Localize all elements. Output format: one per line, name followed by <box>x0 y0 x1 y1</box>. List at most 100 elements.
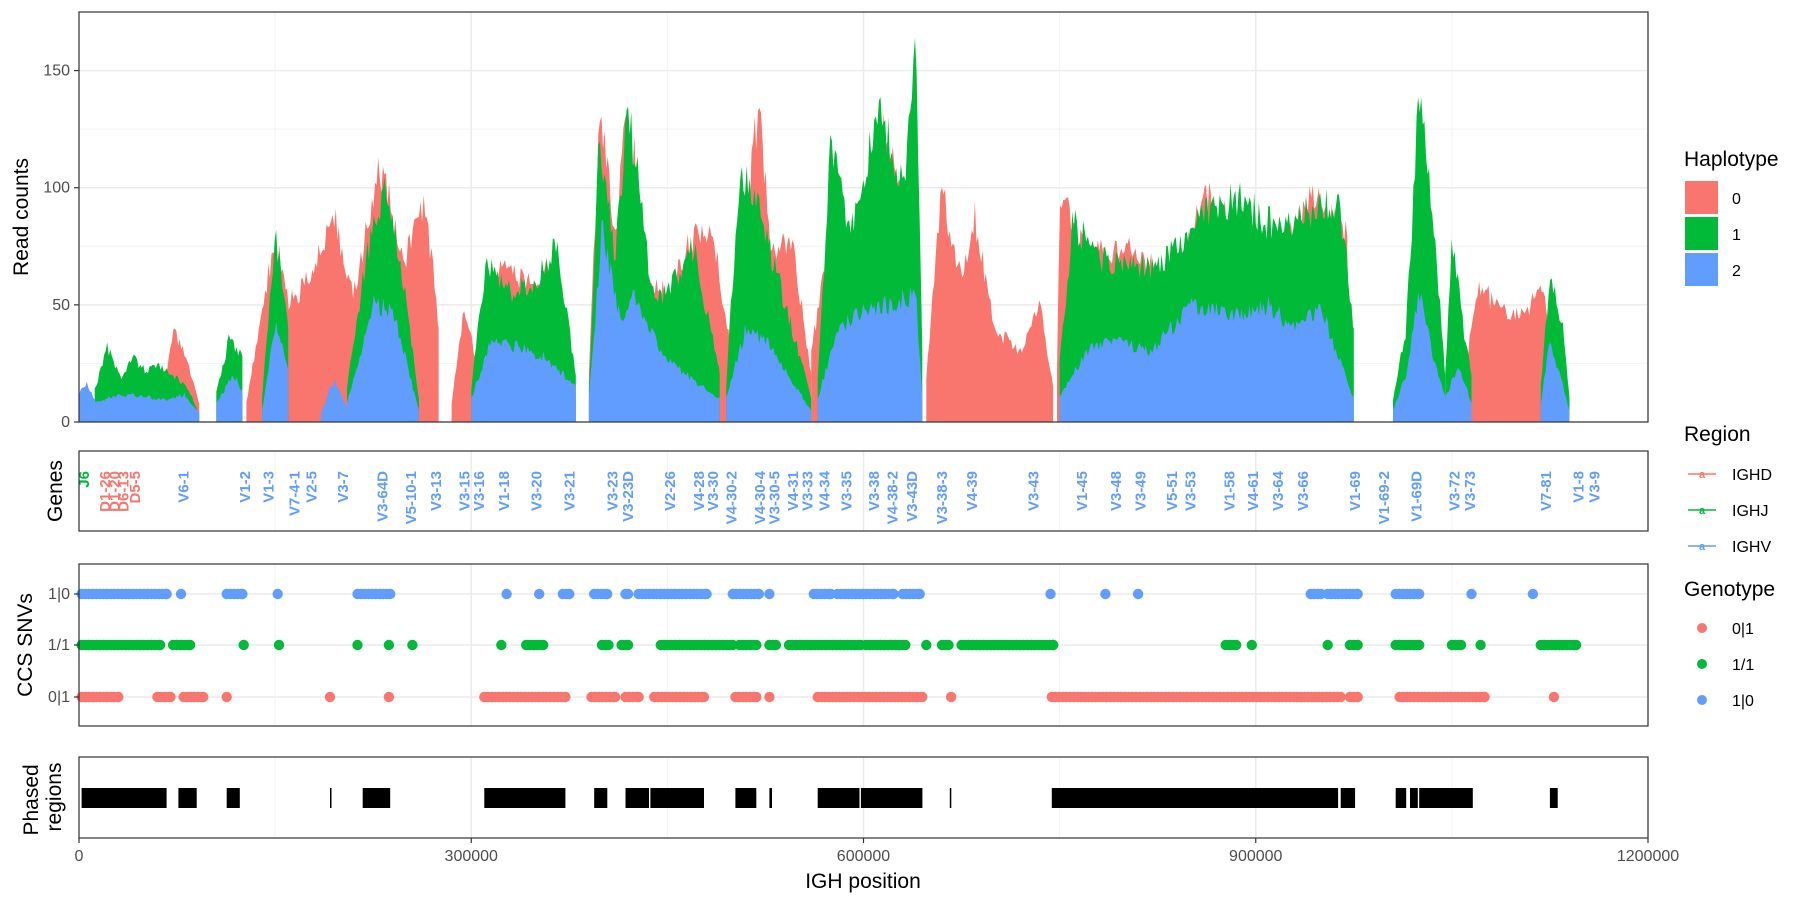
snv-point <box>538 639 549 651</box>
gene-label: V1-69-2 <box>1376 471 1393 524</box>
gene-label: V3-66 <box>1295 471 1312 511</box>
gene-label: V3-16 <box>471 471 488 511</box>
y-tick-label: 100 <box>43 180 70 197</box>
snv-point <box>770 639 782 651</box>
haplotype-2-area <box>588 220 720 422</box>
y-tick-label: 150 <box>43 63 70 80</box>
snv-point <box>383 691 395 703</box>
haplotype-legend-title: Haplotype <box>1684 148 1779 171</box>
gene-label: V4-31 <box>785 471 802 511</box>
haplotype-2-swatch <box>1685 253 1718 286</box>
snv-point <box>701 588 712 600</box>
snv-point <box>560 691 571 703</box>
haplotype-2-area <box>817 286 923 422</box>
gene-label: V1-58 <box>1222 471 1239 511</box>
snv-point <box>1570 639 1582 651</box>
snv-point <box>945 691 957 703</box>
gene-label: V3-48 <box>1108 471 1125 511</box>
snv-point <box>1475 639 1486 651</box>
gene-label: V3-35 <box>839 471 856 511</box>
gene-label: V7-4-1 <box>287 471 304 516</box>
snv-point <box>751 691 762 703</box>
gene-label: V3-9 <box>1586 471 1603 503</box>
x-tick-label: 0 <box>75 848 84 865</box>
haplotype-2-area <box>1540 341 1570 422</box>
snv-points <box>76 588 1582 703</box>
snv-point <box>1100 588 1111 600</box>
snv-point <box>1479 691 1490 703</box>
gene-label: D5-5 <box>127 471 144 504</box>
snv-point <box>1047 639 1059 651</box>
snv-point <box>496 639 507 651</box>
y-tick-label: 1/1 <box>48 637 70 654</box>
snv-point <box>534 588 545 600</box>
snv-point <box>154 639 166 651</box>
gene-label: V3-23D <box>620 471 637 522</box>
haplotype-0-swatch <box>1685 181 1718 214</box>
phased-region <box>625 788 649 808</box>
snv-point <box>1352 588 1363 600</box>
gene-label: V3-23 <box>605 471 622 511</box>
x-tick-label: 600000 <box>837 848 890 865</box>
gene-label: V4-30-4 <box>752 470 769 524</box>
gene-label: V3-43D <box>904 471 921 522</box>
gene-label: V7-81 <box>1538 471 1555 511</box>
haplotype-2-area <box>347 294 419 422</box>
gene-label: V1-2 <box>237 471 254 503</box>
phased-region <box>1395 788 1407 808</box>
snv-point <box>1045 588 1056 600</box>
genotype-01-key <box>1697 623 1707 633</box>
snv-point <box>602 588 613 600</box>
haplotype-2-area <box>164 392 200 422</box>
gene-label: V1-3 <box>261 471 278 503</box>
region-ighd-key: a <box>1699 469 1706 481</box>
y-tick-label: 0|1 <box>48 689 70 706</box>
phased-region <box>817 788 860 808</box>
gene-label: V4-61 <box>1245 471 1262 511</box>
snv-point <box>888 588 899 600</box>
snv-point <box>622 639 634 651</box>
phased-region <box>650 788 704 808</box>
haplotype-0-label: 0 <box>1732 191 1741 208</box>
gene-label: V1-8 <box>1571 471 1588 503</box>
snv-point <box>764 588 775 600</box>
snv-point <box>184 639 196 651</box>
snv-point <box>385 588 396 600</box>
gene-label: V1-18 <box>496 471 513 511</box>
haplotype-0-area <box>1465 281 1557 422</box>
phased-region <box>1340 788 1356 808</box>
snv-point <box>1466 588 1477 600</box>
phased-region <box>330 788 332 808</box>
genotype-legend-title: Genotype <box>1684 578 1775 601</box>
haplotype-2-area <box>1393 292 1446 422</box>
phased-region <box>1410 788 1418 808</box>
gene-label: V4-39 <box>964 471 981 511</box>
gene-label: V3-73 <box>1462 471 1479 511</box>
x-tick-label: 1200000 <box>1617 848 1679 865</box>
gene-label: V3-64D <box>374 471 391 522</box>
phased-regions-axis-title: Phased regions <box>20 758 66 835</box>
region-legend-title: Region <box>1684 423 1751 446</box>
gene-label: V3-43 <box>1026 471 1043 511</box>
snv-point <box>1335 691 1346 703</box>
x-tick-label: 900000 <box>1229 848 1282 865</box>
genotype-11-label: 1/1 <box>1732 657 1754 674</box>
snv-point <box>917 691 928 703</box>
snv-point <box>1322 639 1333 651</box>
genotype-11-key <box>1697 659 1707 669</box>
ccs-snvs-panel: 0|1 1/1 1|0 CCS SNVs <box>14 563 1649 727</box>
snv-point <box>1548 691 1560 703</box>
snv-point <box>221 691 232 703</box>
gene-label: V3-33 <box>799 471 816 511</box>
gene-label: V5-51 <box>1164 471 1181 511</box>
phased-region <box>769 788 772 808</box>
gene-label: D1-26 <box>97 471 114 512</box>
genotype-10-label: 1|0 <box>1732 693 1754 710</box>
haplotype-2-area <box>94 393 171 422</box>
y-tick-label: 50 <box>52 297 70 314</box>
phased-region <box>1051 788 1339 808</box>
x-axis: 0 300000 600000 900000 1200000 <box>75 838 1679 865</box>
x-axis-title: IGH position <box>805 870 921 893</box>
gene-label: V2-5 <box>304 471 321 503</box>
